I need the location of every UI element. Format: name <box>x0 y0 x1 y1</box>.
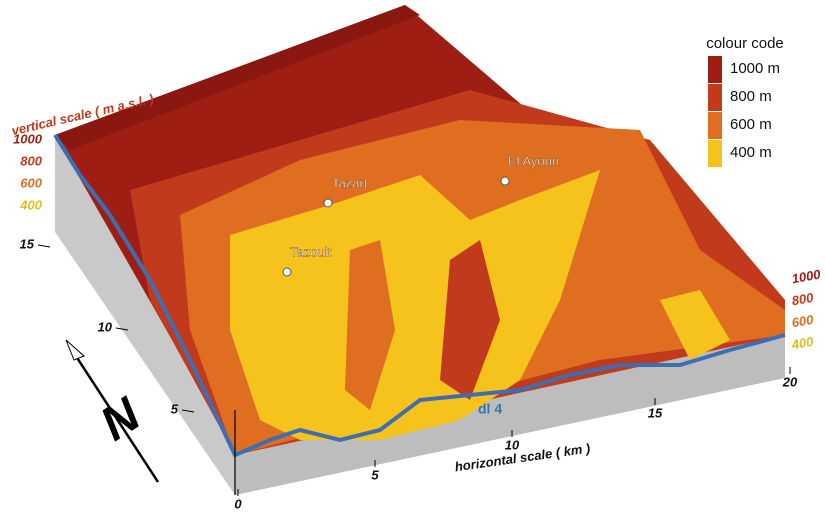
page: {"legend": {"title": "colour code", "ent… <box>0 0 825 514</box>
legend-swatch <box>708 112 722 139</box>
vertical-tick-label: 1000 <box>791 266 823 286</box>
legend-label: 1000 m <box>730 60 780 77</box>
horizontal-tick-label: 0 <box>234 496 242 511</box>
vertical-tick-label: 600 <box>20 175 42 190</box>
horizontal-scale-title: horizontal scale ( km ) <box>454 441 591 475</box>
legend-swatch <box>708 140 722 167</box>
north-arrowhead <box>66 340 84 360</box>
horizontal-tick-label: 15 <box>648 405 663 420</box>
horizontal-tick-label: 5 <box>371 467 379 482</box>
depth-tick-label: 10 <box>98 319 113 334</box>
legend-swatch <box>708 84 722 111</box>
place-dot <box>501 177 509 185</box>
vertical-tick-label: 1000 <box>13 131 43 146</box>
vertical-tick-label: 800 <box>20 153 42 168</box>
depth-tick-label: 15 <box>20 236 35 251</box>
north-label: N <box>91 387 150 451</box>
legend-label: 400 m <box>730 144 772 161</box>
river-label: dl 4 <box>478 401 502 417</box>
legend-label: 800 m <box>730 88 772 105</box>
depth-tick-label: 5 <box>171 401 179 416</box>
legend-label: 600 m <box>730 116 772 133</box>
vertical-tick-label: 800 <box>791 290 816 309</box>
tick-mark <box>38 245 50 247</box>
horizontal-tick-label: 20 <box>782 374 798 389</box>
place-label: Tazoult <box>290 244 332 259</box>
place-label: El Ayoun <box>508 153 559 168</box>
place-dot <box>324 199 332 207</box>
terrain-map: colour code 1000 m800 m600 m400 m vertic… <box>0 0 825 514</box>
legend-swatch <box>708 56 722 83</box>
place-label: Tazart <box>332 175 368 190</box>
vertical-tick-label: 600 <box>791 312 816 331</box>
place-dot <box>283 268 291 276</box>
vertical-tick-label: 400 <box>19 197 42 212</box>
legend-title: colour code <box>706 35 784 52</box>
vertical-tick-label: 400 <box>790 334 816 353</box>
legend: 1000 m 800 m 600 m 400 m <box>708 56 780 167</box>
